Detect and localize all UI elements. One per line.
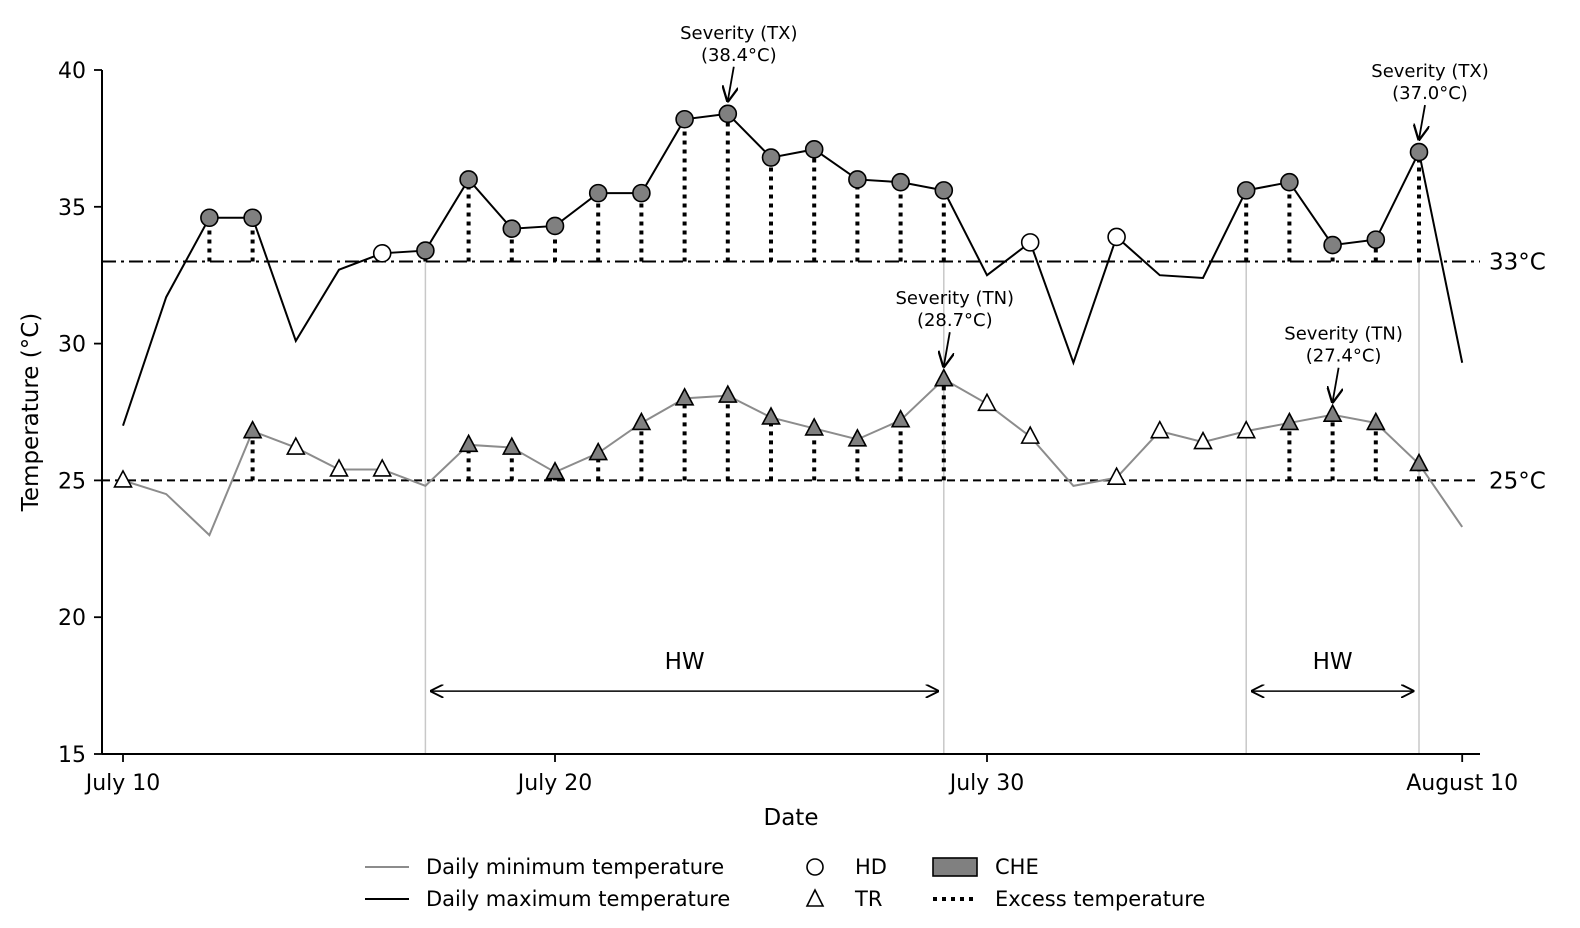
severity-annotation-value: (28.7°C) — [917, 310, 993, 331]
tx-che-marker — [1366, 230, 1386, 249]
severity-annotation-value: (37.0°C) — [1392, 83, 1468, 104]
tn-che-marker — [242, 419, 263, 439]
x-tick-label: August 10 — [1406, 771, 1518, 796]
tn-tr-marker — [977, 392, 997, 412]
heatwave-label: HW — [1313, 649, 1353, 675]
x-tick-label: July 20 — [516, 771, 593, 796]
severity-annotation-value: (27.4°C) — [1306, 346, 1382, 367]
tx-che-marker — [761, 148, 781, 167]
tn-che-marker — [804, 417, 825, 436]
tx-che-marker — [243, 208, 262, 228]
tn-tr-marker — [1106, 466, 1127, 485]
tn-che-marker — [717, 384, 738, 403]
tn-che-marker — [933, 367, 954, 387]
tn-tr-marker — [1236, 419, 1257, 439]
severity-annotation-value: (38.4°C) — [701, 45, 777, 66]
tn-tr-marker — [329, 458, 349, 477]
y-tick-label: 40 — [58, 59, 86, 84]
x-tick-label: July 10 — [84, 771, 161, 796]
severity-annotations: Severity (TX)(38.4°C)Severity (TX)(37.0°… — [680, 23, 1489, 402]
y-axis-title: Temperature (°C) — [18, 313, 44, 513]
tx-che-marker — [588, 183, 608, 203]
axes: 15 20 25 30 35 40 July 10 July 20 July 30 August … — [18, 59, 1518, 831]
tn-tr-marker — [285, 436, 306, 455]
tx-che-marker — [1280, 172, 1299, 192]
threshold-lines: 33°C 25°C — [102, 250, 1546, 494]
x-axis-title: Date — [764, 805, 819, 831]
legend-label: CHE — [995, 855, 1039, 879]
x-tick-label: July 30 — [948, 771, 1025, 796]
tn-che-marker — [847, 428, 868, 447]
tx-che-marker — [459, 170, 478, 189]
y-tick-label: 25 — [58, 469, 86, 494]
tn-che-marker — [1409, 452, 1429, 472]
severity-annotation-title: Severity (TN) — [896, 288, 1015, 309]
tn-che-marker — [1365, 411, 1386, 431]
tx-che-marker — [502, 219, 522, 238]
tn-tr-marker — [113, 469, 133, 488]
y-tick-label: 30 — [58, 333, 86, 358]
y-tick-label: 35 — [58, 196, 86, 221]
series-lines — [122, 112, 1464, 537]
tx-che-marker — [891, 172, 910, 192]
tmax-line — [122, 112, 1464, 426]
severity-annotation-title: Severity (TN) — [1284, 324, 1403, 345]
tmin-line — [122, 377, 1464, 537]
tx-che-marker — [718, 104, 738, 124]
tx-che-marker — [416, 241, 435, 260]
tn-tr-marker — [1149, 419, 1170, 439]
tn-che-marker — [545, 460, 565, 480]
tx-che-marker — [632, 183, 651, 203]
tn-che-marker — [501, 436, 522, 455]
tx-che-marker — [848, 170, 867, 189]
tx-che-marker — [1323, 235, 1342, 255]
heatwave-spans: HW HW — [431, 649, 1413, 691]
legend-label: Daily maximum temperature — [426, 887, 730, 911]
tx-che-marker — [804, 140, 824, 159]
legend-label: TR — [854, 887, 882, 911]
severity-annotation-title: Severity (TX) — [680, 23, 797, 44]
y-tick-label: 15 — [58, 743, 86, 768]
tn-che-marker — [631, 411, 652, 431]
tx-che-marker — [675, 109, 694, 129]
excess-temperature-lines — [207, 113, 1421, 481]
tx-hd-marker — [1020, 233, 1040, 252]
legend-symbol-tr — [805, 888, 825, 907]
legend-symbol-hd — [806, 858, 824, 876]
legend: Daily minimum temperature Daily maximum t… — [365, 855, 1205, 911]
severity-annotation-arrow — [944, 332, 950, 366]
severity-annotation-arrow — [1333, 367, 1339, 402]
legend-label: Excess temperature — [995, 887, 1205, 911]
tx-hd-marker — [372, 244, 392, 263]
legend-symbol-che — [932, 857, 978, 877]
heatwave-boundaries — [424, 261, 1420, 754]
legend-label: HD — [855, 855, 887, 879]
tn-che-marker — [1322, 403, 1343, 423]
tn-che-marker — [761, 406, 781, 425]
tx-che-marker — [1409, 142, 1429, 162]
tx-che-marker — [934, 181, 954, 200]
severity-annotation-arrow — [1419, 104, 1425, 139]
tn-tr-marker — [1020, 425, 1041, 444]
severity-annotation-arrow — [728, 66, 734, 101]
heatwave-label: HW — [665, 649, 705, 675]
tx-che-marker — [1236, 181, 1256, 200]
tn-che-marker — [458, 433, 479, 453]
tn-che-marker — [674, 387, 695, 406]
series-markers — [113, 104, 1429, 488]
threshold-label: 25°C — [1489, 468, 1546, 494]
tn-che-marker — [890, 409, 911, 428]
severity-annotation-title: Severity (TX) — [1371, 61, 1488, 82]
tn-tr-marker — [1193, 430, 1213, 450]
tn-che-marker — [588, 441, 609, 461]
tx-hd-marker — [1107, 227, 1126, 247]
tn-che-marker — [1279, 411, 1300, 431]
legend-label: Daily minimum temperature — [426, 855, 724, 879]
y-tick-label: 20 — [58, 606, 86, 631]
tx-che-marker — [200, 208, 219, 228]
threshold-label: 33°C — [1489, 250, 1546, 276]
tn-tr-marker — [372, 458, 393, 477]
tx-che-marker — [545, 216, 565, 236]
